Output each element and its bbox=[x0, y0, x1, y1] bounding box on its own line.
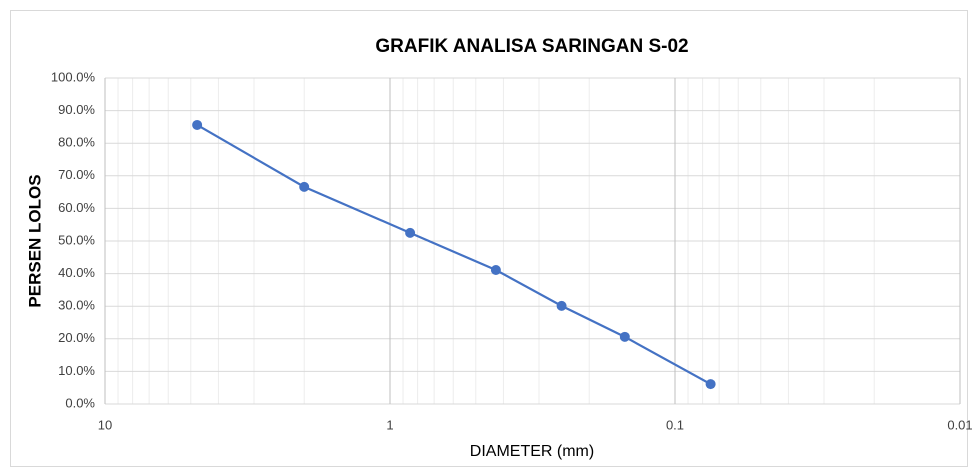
y-axis-label: PERSEN LOLOS bbox=[25, 174, 44, 307]
chart-title: GRAFIK ANALISA SARINGAN S-02 bbox=[375, 36, 688, 57]
x-tick-label: 0.01 bbox=[947, 417, 972, 432]
x-tick-label: 0.1 bbox=[666, 417, 684, 432]
y-tick-label: 40.0% bbox=[58, 265, 95, 280]
data-point bbox=[299, 181, 310, 192]
y-tick-label: 10.0% bbox=[58, 363, 95, 378]
chart-border bbox=[10, 10, 968, 467]
y-tick-label: 100.0% bbox=[51, 69, 96, 84]
y-tick-label: 60.0% bbox=[58, 200, 95, 215]
data-point bbox=[705, 379, 716, 390]
x-tick-label: 1 bbox=[386, 417, 393, 432]
y-tick-label: 50.0% bbox=[58, 232, 95, 247]
x-tick-label: 10 bbox=[98, 417, 112, 432]
y-tick-label: 30.0% bbox=[58, 298, 95, 313]
data-point bbox=[619, 331, 630, 342]
data-point bbox=[556, 300, 567, 311]
y-tick-label: 0.0% bbox=[65, 395, 95, 410]
x-axis-label: DIAMETER (mm) bbox=[470, 443, 594, 460]
y-tick-label: 80.0% bbox=[58, 135, 95, 150]
y-tick-label: 20.0% bbox=[58, 330, 95, 345]
data-point bbox=[192, 119, 203, 130]
data-point bbox=[490, 265, 501, 276]
y-tick-label: 70.0% bbox=[58, 167, 95, 182]
data-point bbox=[405, 227, 416, 238]
y-tick-label: 90.0% bbox=[58, 102, 95, 117]
